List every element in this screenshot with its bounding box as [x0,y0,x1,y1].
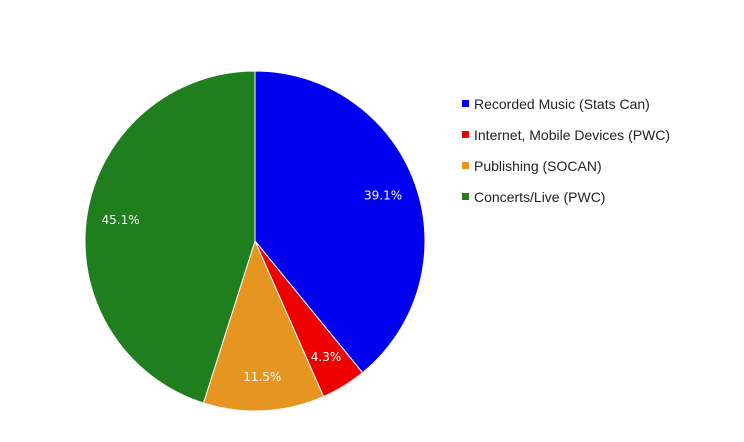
legend-item-recorded-music: Recorded Music (Stats Can) [462,88,670,119]
legend-label: Concerts/Live (PWC) [474,188,606,205]
legend: Recorded Music (Stats Can) Internet, Mob… [462,88,670,212]
legend-item-internet-mobile: Internet, Mobile Devices (PWC) [462,119,670,150]
slice-label-3: 45.1% [102,213,140,227]
legend-label: Internet, Mobile Devices (PWC) [474,126,671,143]
legend-item-publishing: Publishing (SOCAN) [462,150,670,181]
legend-swatch [462,193,469,200]
pie-slices [84,70,426,412]
slice-label-2: 11.5% [243,370,281,384]
slice-label-1: 4.3% [311,350,342,364]
pie-slice-2 [202,239,325,412]
slice-label-0: 39.1% [364,188,402,202]
pie-slice-3 [84,70,256,404]
legend-swatch [462,162,469,169]
legend-label: Publishing (SOCAN) [474,157,602,174]
pie-slice-0 [254,70,426,374]
pie-labels: 39.1% 4.3% 11.5% 45.1% [102,188,403,383]
legend-swatch [462,100,469,107]
legend-label: Recorded Music (Stats Can) [474,95,650,112]
legend-item-concerts-live: Concerts/Live (PWC) [462,181,670,212]
legend-swatch [462,131,469,138]
